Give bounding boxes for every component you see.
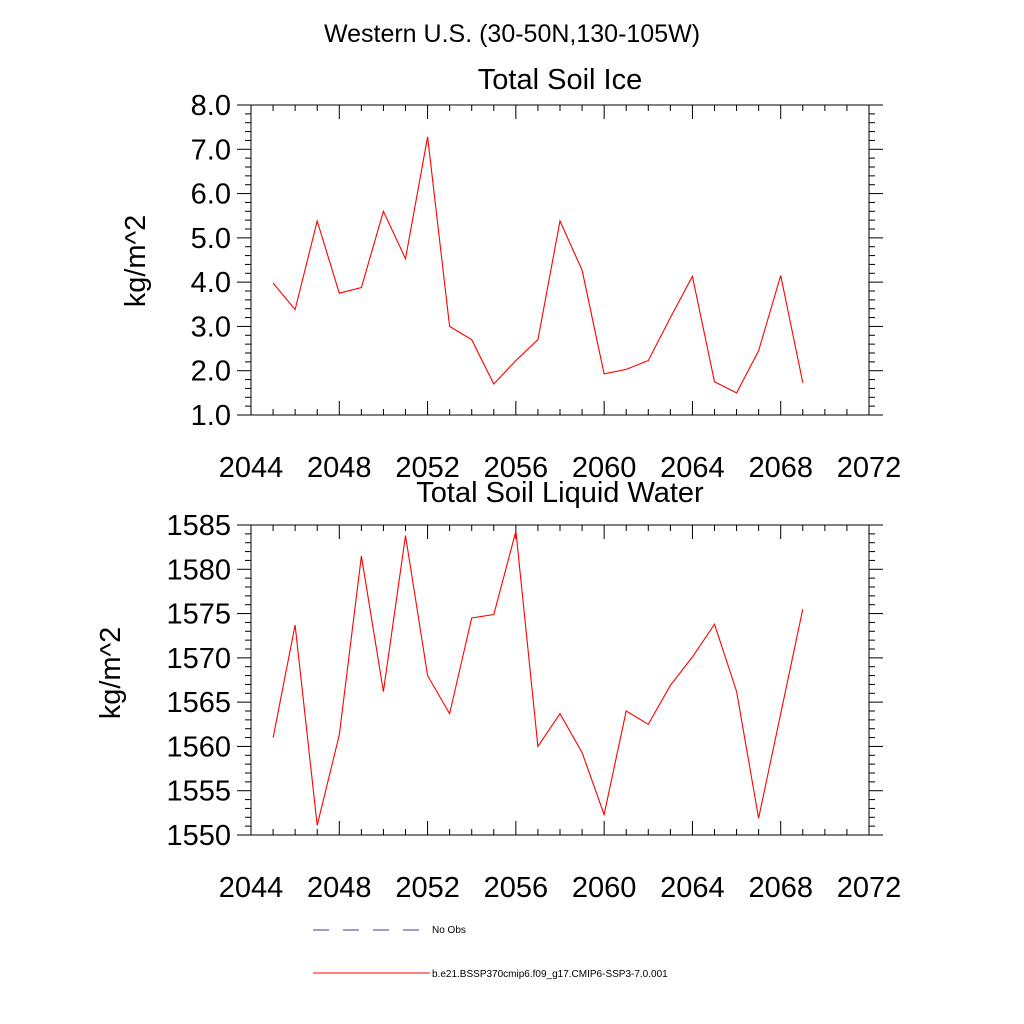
main-title: Western U.S. (30-50N,130-105W): [324, 20, 700, 48]
plot-frame: [250, 524, 870, 836]
y-tick-label: 1555: [166, 776, 231, 808]
y-tick-label: 1570: [166, 643, 231, 675]
x-tick-label: 2048: [307, 872, 372, 904]
y-tick-label: 1580: [166, 554, 231, 586]
y-tick-label: 1575: [166, 599, 231, 631]
x-tick-label: 2068: [748, 872, 813, 904]
x-tick-label: 2072: [837, 452, 902, 484]
y-tick-label: 2.0: [191, 356, 231, 388]
x-tick-label: 2064: [660, 872, 725, 904]
y-tick-label: 4.0: [191, 267, 231, 299]
x-tick-label: 2052: [395, 452, 460, 484]
y-tick-label: 1585: [166, 510, 231, 542]
x-tick-label: 2060: [572, 452, 637, 484]
y-tick-label: 7.0: [191, 134, 231, 166]
x-tick-label: 2068: [748, 452, 813, 484]
x-tick-label: 2056: [484, 452, 549, 484]
y-tick-label: 1560: [166, 731, 231, 763]
plot-frame: [250, 104, 870, 416]
x-tick-label: 2048: [307, 452, 372, 484]
panel-title: Total Soil Liquid Water: [416, 477, 704, 509]
series-line: [272, 136, 804, 394]
x-tick-label: 2060: [572, 872, 637, 904]
y-tick-label: 3.0: [191, 311, 231, 343]
y-tick-label: 5.0: [191, 223, 231, 255]
series-line: [272, 531, 804, 826]
x-tick-label: 2072: [837, 872, 902, 904]
y-axis-label: kg/m^2: [120, 215, 152, 308]
soil-liquid-water-plot: 2044 2048 2052 2056 2060 2064 2068 2072 1550 1555…: [166, 510, 901, 904]
x-tick-label: 2052: [395, 872, 460, 904]
legend-label-model: b.e21.BSSP370cmip6.f09_g17.CMIP6-SSP3-7.…: [432, 969, 668, 980]
y-tick-label: 6.0: [191, 179, 231, 211]
soil-ice-plot: 2044 2048 2052 2056 2060 2064 2068 2072 1.0 2.0 3.…: [191, 90, 902, 484]
legend: No Obs b.e21.BSSP370cmip6.f09_g17.CMIP6-…: [313, 925, 668, 980]
panel-title: Total Soil Ice: [478, 64, 642, 96]
y-tick-label: 1550: [166, 820, 231, 852]
legend-label-no-obs: No Obs: [432, 925, 466, 936]
panel-soil-liquid-water: Total Soil Liquid Water kg/m^2 2044 2048 2…: [95, 477, 901, 904]
x-tick-label: 2044: [219, 872, 284, 904]
x-tick-label: 2056: [484, 872, 549, 904]
y-tick-label: 1.0: [191, 400, 231, 432]
x-tick-label: 2044: [219, 452, 284, 484]
x-tick-label: 2064: [660, 452, 725, 484]
panel-soil-ice: Total Soil Ice kg/m^2 2044 2048 2052 2056 20…: [120, 64, 901, 484]
y-axis-label: kg/m^2: [95, 627, 127, 720]
y-tick-label: 8.0: [191, 90, 231, 122]
y-tick-label: 1565: [166, 687, 231, 719]
